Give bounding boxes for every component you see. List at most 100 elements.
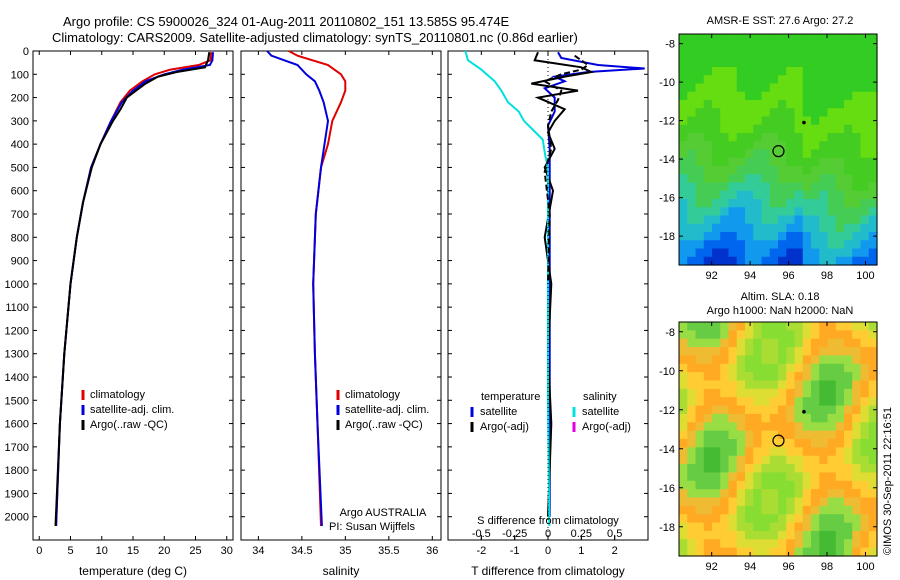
sla-map-cell [794, 497, 804, 507]
sst-map-cell [786, 190, 796, 200]
depth-tick-label: 800 [11, 232, 29, 244]
sst-map-cell [679, 91, 688, 101]
sst-map-cell [827, 108, 837, 118]
sst-map-cell [745, 223, 754, 233]
sla-map-cell [868, 464, 878, 474]
sst-map-cell [695, 91, 705, 101]
sla-map-cell [761, 522, 771, 532]
sla-map-cell [786, 397, 796, 407]
sst-map-cell [728, 166, 738, 175]
sla-map-cell [852, 480, 862, 490]
sla-map-cell [712, 380, 721, 390]
sla-map-cell [835, 430, 845, 440]
sla-map-cell [860, 355, 870, 365]
sst-map-cell [679, 182, 688, 192]
difference-panel: -2 -1 0 1 2 T difference from climatology [447, 50, 649, 578]
sst-map-cell [802, 190, 812, 200]
sst-map-cell [712, 149, 721, 159]
salinity-legend-label: Argo(..raw -QC) [345, 419, 423, 431]
sst-map-cell [794, 141, 804, 151]
sla-map-cell [827, 505, 837, 515]
sla-map-cell [703, 430, 713, 440]
sst-map-cell [720, 166, 730, 175]
sla-map-cell [852, 464, 862, 474]
sla-map-cell [720, 363, 730, 373]
sla-map-cell [819, 464, 829, 474]
sla-map-cell [852, 547, 862, 557]
sst-map-cell [703, 240, 713, 250]
sst-map-cell [720, 141, 730, 151]
sla-map-cell [687, 505, 697, 515]
sst-map-cell [819, 91, 829, 101]
sla-map-cell [802, 338, 812, 348]
sla-map-cell [728, 514, 738, 524]
sst-map-cell [745, 174, 754, 184]
sla-map-cell [745, 430, 754, 440]
sst-map-cell [811, 91, 820, 101]
sla-map-cell [794, 439, 804, 448]
sla-map-cell [786, 497, 796, 507]
sst-map-cell [679, 157, 688, 167]
sla-map-cell [720, 539, 730, 549]
sst-map-cell [844, 133, 853, 142]
sst-map-cell [802, 34, 812, 43]
sst-map-cell [720, 182, 730, 192]
sst-map-cell [736, 207, 746, 217]
sla-map-cell [728, 539, 738, 549]
difference-xtick-label: -2 [476, 545, 486, 557]
sla-map-cell [844, 464, 853, 474]
sst-map-cell [778, 116, 787, 126]
sla-map-cell [811, 447, 820, 457]
sst-map-cell [827, 256, 837, 266]
sla-map-cell [720, 464, 730, 474]
sst-map-cell [844, 149, 853, 159]
sst-map-cell [695, 149, 705, 159]
sla-map-cell [745, 497, 754, 507]
sst-map-cell [835, 207, 845, 217]
sst-map-cell [687, 42, 697, 52]
sst-map-cell [827, 91, 837, 101]
sst-map-cell [778, 149, 787, 159]
sst-map-cell [736, 232, 746, 241]
sla-map-cell [852, 439, 862, 448]
sst-map-cell [794, 58, 804, 68]
sst-map-cell [712, 141, 721, 151]
sst-map-cell [844, 42, 853, 52]
sla-map-cell [868, 472, 878, 482]
sst-map-cell [745, 215, 754, 225]
sla-map-cell [687, 388, 697, 398]
sst-map-cell [736, 124, 746, 134]
sla-map-cell [712, 464, 721, 474]
sst-map-cell [703, 83, 713, 93]
sla-map-cell [852, 522, 862, 532]
sst-map-cell [712, 199, 721, 208]
sst-map-cell [745, 232, 754, 241]
sst-map-cell [728, 75, 738, 85]
sst-map-cell [819, 149, 829, 159]
sla-map-cell [844, 405, 853, 415]
sla-map-cell [712, 347, 721, 357]
sst-map-cell [844, 50, 853, 60]
sst-map-cell [819, 223, 829, 233]
sla-map-cell [687, 347, 697, 357]
sst-map-cell [679, 67, 688, 76]
sst-map-xtick-label: 94 [744, 270, 756, 282]
sla-map-cell [802, 489, 812, 499]
sla-map-cell [679, 547, 688, 557]
sla-map-cell [835, 530, 845, 540]
sst-map: 92 94 96 98 100 -8 -10 -12 -14 -16 -18 [659, 33, 878, 282]
sla-map-cell [703, 505, 713, 515]
sla-map-cell [679, 447, 688, 457]
sla-map-cell [728, 447, 738, 457]
sla-map-cell [695, 397, 705, 407]
sla-map-cell [860, 372, 870, 382]
sla-map-cell [811, 372, 820, 382]
sst-map-cell [753, 67, 763, 76]
sst-map-cell [703, 133, 713, 142]
sst-map-cell [720, 149, 730, 159]
sst-map-cell [860, 256, 870, 266]
sla-map-cell [819, 447, 829, 457]
sla-map-cell [712, 397, 721, 407]
sst-map-cell [852, 75, 862, 85]
